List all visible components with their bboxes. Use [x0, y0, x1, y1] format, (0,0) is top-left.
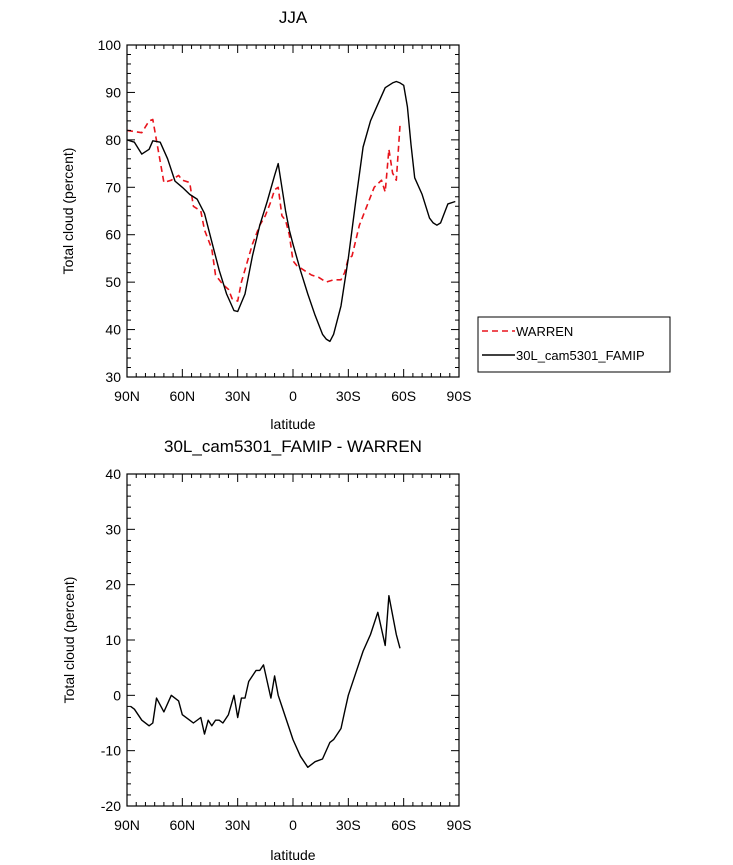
- bottom-plot-frame: [126, 473, 460, 807]
- top-x-tick-label: 60S: [391, 388, 416, 404]
- bottom-y-tick-label: -20: [101, 798, 121, 814]
- bottom-x-axis-label: latitude: [270, 847, 315, 863]
- top-chart-title: JJA: [279, 8, 308, 27]
- top-series-line-warren: [126, 118, 401, 302]
- top-y-tick-label: 100: [98, 37, 122, 53]
- top-y-axis-label: Total cloud (percent): [60, 148, 76, 275]
- bottom-y-tick-label: -10: [101, 743, 121, 759]
- bottom-x-tick-label: 90S: [447, 817, 472, 833]
- top-x-tick-label: 30N: [225, 388, 251, 404]
- legend-box: [477, 316, 671, 373]
- top-y-tick-label: 80: [105, 132, 121, 148]
- bottom-y-tick-label: 10: [105, 632, 121, 648]
- bottom-x-tick-label: 30N: [225, 817, 251, 833]
- top-y-tick-label: 70: [105, 179, 121, 195]
- bottom-x-tick-label: 60N: [169, 817, 195, 833]
- top-x-tick-label: 0: [289, 388, 297, 404]
- top-y-tick-label: 90: [105, 84, 121, 100]
- top-y-tick-label: 30: [105, 369, 121, 385]
- top-x-tick-label: 90N: [114, 388, 140, 404]
- legend-label-famip: 30L_cam5301_FAMIP: [516, 348, 645, 363]
- top-series-line-30l-cam5301-famip: [126, 80, 456, 343]
- bottom-y-tick-label: 30: [105, 521, 121, 537]
- bottom-y-tick-label: 20: [105, 577, 121, 593]
- bottom-chart-title: 30L_cam5301_FAMIP - WARREN: [164, 437, 422, 456]
- top-y-tick-label: 50: [105, 274, 121, 290]
- bottom-x-tick-label: 90N: [114, 817, 140, 833]
- bottom-y-tick-label: 40: [105, 466, 121, 482]
- legend: WARREN 30L_cam5301_FAMIP: [477, 316, 671, 373]
- top-x-tick-label: 60N: [169, 388, 195, 404]
- top-y-tick-label: 40: [105, 322, 121, 338]
- top-x-tick-label: 30S: [336, 388, 361, 404]
- bottom-panel: 30L_cam5301_FAMIP - WARREN 90N 60N 30N 0 30S…: [61, 437, 471, 863]
- top-plot-frame: [126, 44, 460, 378]
- bottom-x-tick-label: 30S: [336, 817, 361, 833]
- bottom-y-axis-label: Total cloud (percent): [61, 577, 77, 704]
- top-x-tick-label: 90S: [447, 388, 472, 404]
- bottom-x-tick-label: 0: [289, 817, 297, 833]
- top-panel: JJA 90N 60N 30N 0 30S 60S 90S 30 40 50 60 70 80 90 100…: [60, 8, 671, 432]
- bottom-y-tick-label: 0: [113, 687, 121, 703]
- top-x-axis-label: latitude: [270, 416, 315, 432]
- bottom-series-line-difference: [130, 595, 401, 768]
- legend-label-warren: WARREN: [516, 324, 573, 339]
- bottom-x-tick-label: 60S: [391, 817, 416, 833]
- top-y-tick-label: 60: [105, 227, 121, 243]
